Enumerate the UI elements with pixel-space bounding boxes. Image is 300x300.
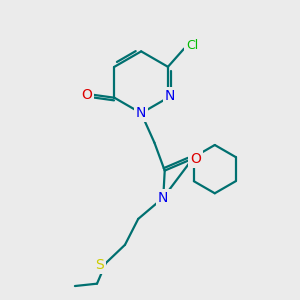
- Text: N: N: [136, 106, 146, 120]
- Text: N: N: [158, 191, 168, 205]
- Text: N: N: [165, 89, 175, 103]
- Text: O: O: [190, 152, 201, 166]
- Text: Cl: Cl: [186, 39, 199, 52]
- Text: S: S: [95, 257, 104, 272]
- Text: O: O: [81, 88, 92, 102]
